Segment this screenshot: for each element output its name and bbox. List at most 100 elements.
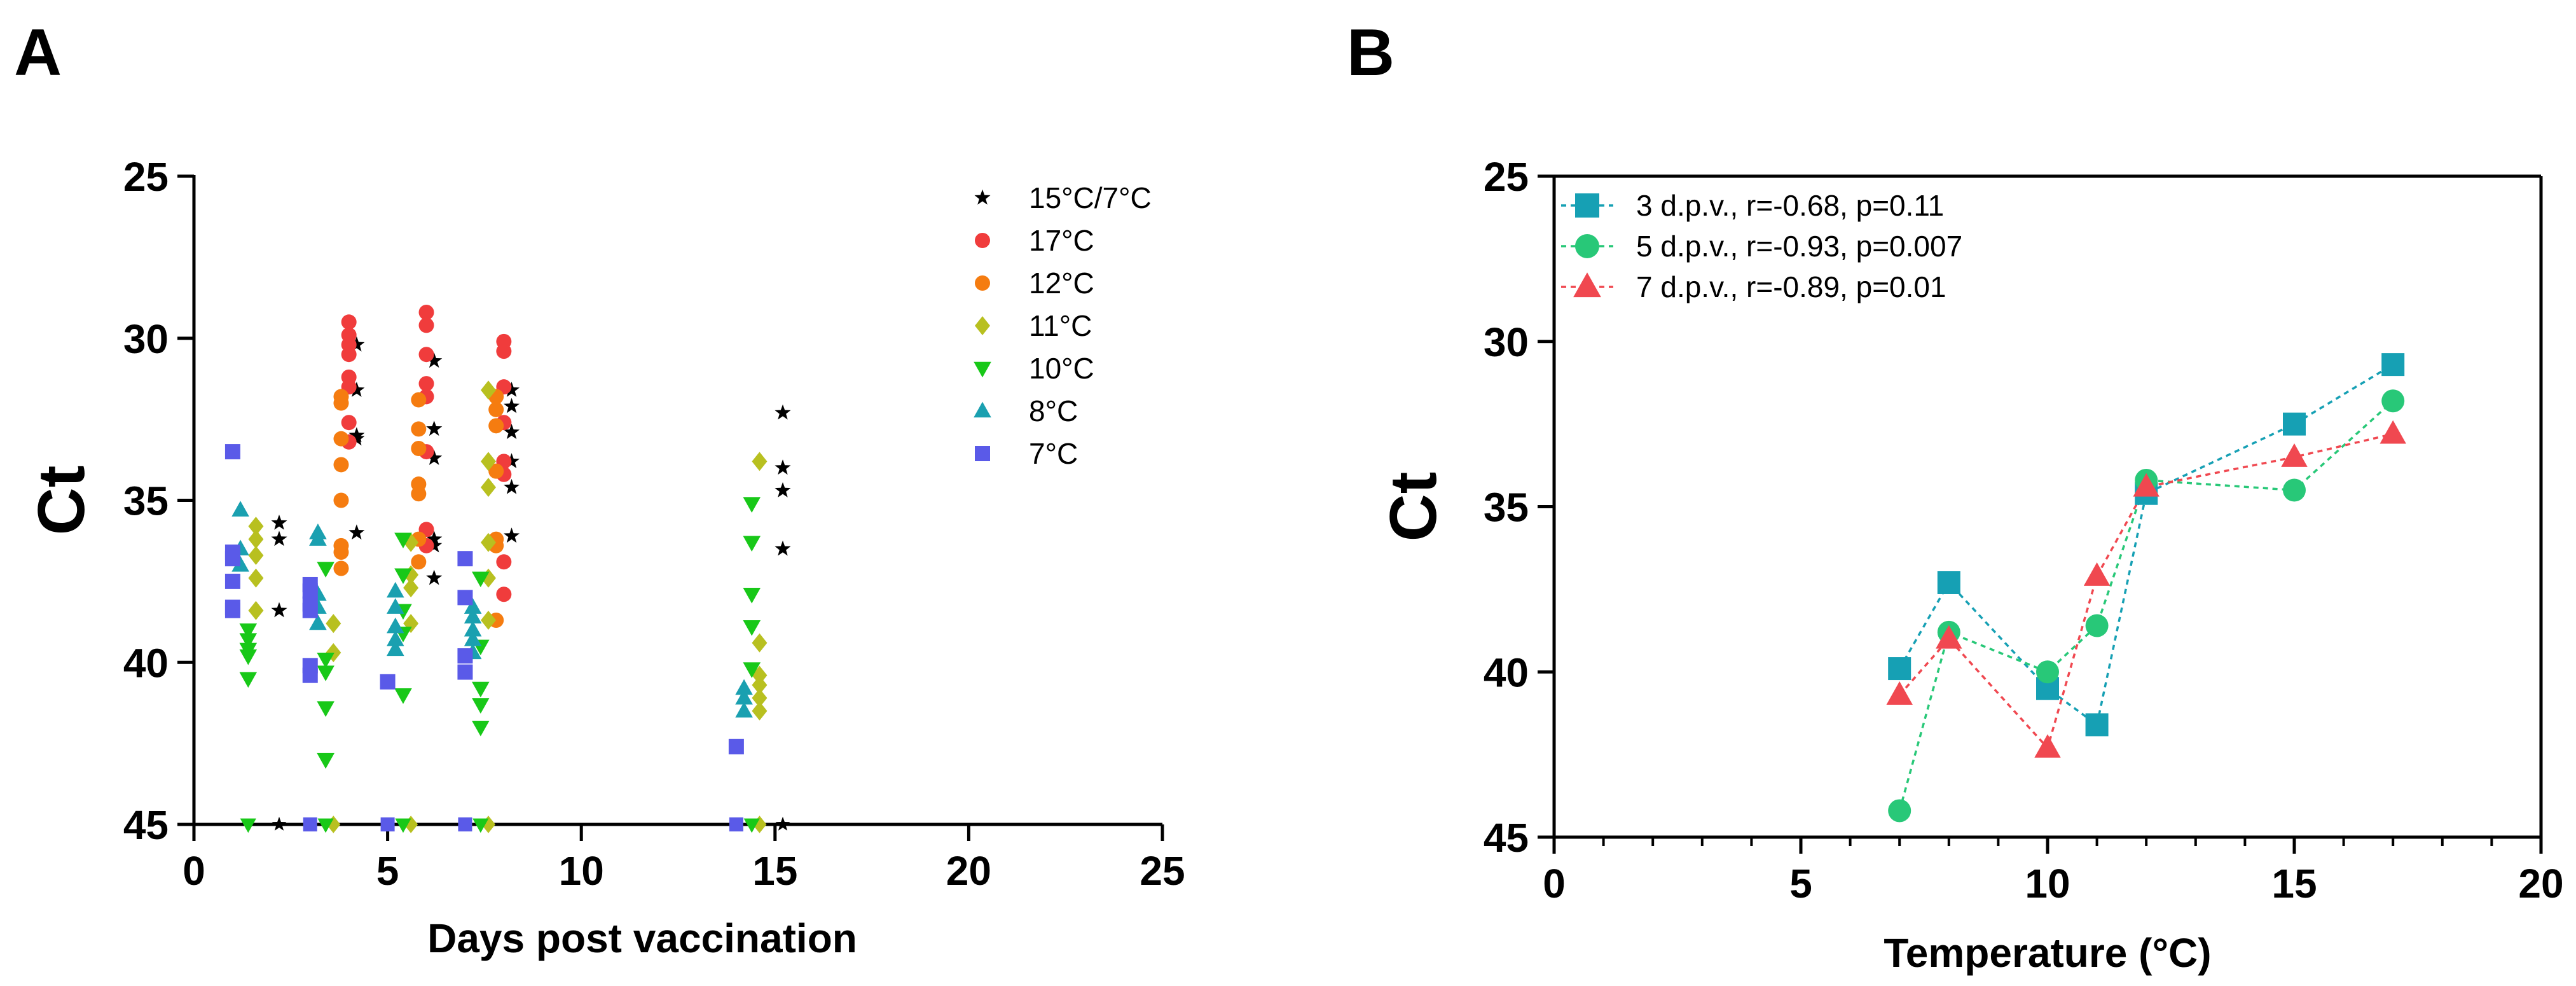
y-tick-label: 45	[1484, 815, 1529, 861]
data-point	[317, 753, 334, 769]
data-point	[464, 630, 482, 646]
data-point	[418, 347, 434, 363]
data-point	[743, 818, 760, 833]
legend-marker	[1575, 193, 1599, 218]
data-point	[752, 701, 768, 721]
data-point	[341, 314, 357, 330]
data-point	[472, 720, 490, 737]
data-point	[457, 590, 473, 606]
data-point	[248, 568, 264, 588]
series-5-d-p-v-r-0-93-p-0-007	[1888, 389, 2405, 823]
x-tick-label: 5	[1789, 861, 1812, 906]
data-point	[317, 562, 334, 578]
y-axis-label: Ct	[25, 466, 99, 536]
data-point	[224, 444, 240, 460]
legend-marker	[975, 233, 990, 248]
data-point	[2083, 562, 2111, 586]
data-point	[2036, 660, 2059, 684]
data-point	[317, 665, 334, 681]
data-point	[775, 540, 791, 556]
data-point	[380, 817, 395, 831]
data-point	[743, 536, 761, 552]
data-point	[224, 573, 240, 589]
series-17-c	[341, 304, 512, 602]
series-line-3-d-p-v-r-0-68-p-0-11	[1898, 363, 2394, 727]
data-point	[426, 537, 443, 553]
x-tick-label: 10	[2025, 861, 2070, 906]
legend-marker	[975, 316, 990, 335]
data-point	[348, 524, 365, 540]
data-point	[743, 620, 761, 636]
data-point	[464, 608, 482, 624]
data-point	[333, 395, 349, 411]
x-axis-label: Days post vaccination	[427, 915, 857, 961]
data-point	[411, 486, 427, 502]
data-point	[239, 623, 258, 639]
data-point	[504, 424, 520, 440]
data-point	[348, 430, 365, 446]
y-tick-label: 25	[123, 154, 169, 200]
data-point	[472, 818, 489, 833]
data-point	[231, 501, 249, 517]
data-point	[271, 515, 287, 530]
legend: 3 d.p.v., r=-0.68, p=0.11 5 d.p.v., r=-0.…	[1561, 189, 1962, 303]
data-point	[2281, 443, 2308, 467]
data-point	[386, 617, 404, 634]
x-tick-label: 15	[752, 848, 797, 894]
data-point	[496, 587, 512, 602]
data-point	[248, 601, 264, 620]
data-point	[496, 554, 512, 570]
data-point	[309, 614, 327, 630]
data-point	[394, 532, 412, 549]
data-point	[1937, 571, 1960, 594]
data-point	[472, 698, 490, 714]
legend-label: 11°C	[1029, 309, 1092, 342]
data-point	[775, 816, 790, 831]
data-point	[2381, 389, 2405, 413]
y-tick-label: 25	[1484, 154, 1529, 200]
data-point	[1888, 799, 1911, 823]
data-point	[464, 620, 482, 637]
data-point	[317, 652, 334, 669]
data-point	[426, 352, 443, 368]
data-point	[488, 463, 504, 479]
legend-marker	[974, 401, 991, 418]
series-11-c	[248, 380, 768, 833]
data-point	[457, 664, 473, 680]
data-point	[504, 453, 520, 468]
data-point	[752, 633, 768, 653]
data-point	[426, 569, 443, 585]
y-tick-label: 40	[123, 640, 169, 686]
data-point	[272, 816, 287, 831]
y-tick-label: 30	[1484, 319, 1529, 365]
data-point	[326, 614, 341, 634]
data-point	[271, 531, 287, 546]
data-point	[488, 401, 504, 417]
x-tick-label: 10	[559, 848, 604, 894]
data-point	[333, 492, 349, 508]
series-8-c	[231, 501, 753, 718]
data-point	[480, 380, 496, 400]
data-point	[480, 532, 496, 552]
data-point	[341, 415, 357, 431]
data-point	[457, 551, 473, 567]
data-point	[231, 556, 249, 572]
data-point	[418, 317, 434, 333]
data-point	[752, 688, 768, 708]
legend-marker	[975, 275, 990, 291]
legend-label: 17°C	[1029, 224, 1094, 257]
legend-marker	[974, 189, 991, 205]
data-point	[302, 602, 318, 618]
panel-label-a: A	[14, 16, 62, 90]
legend-label: 7 d.p.v., r=-0.89, p=0.01	[1636, 270, 1946, 303]
data-point	[240, 818, 256, 833]
series-7-d-p-v-r-0-89-p-0-01	[1886, 420, 2406, 758]
data-point	[348, 382, 365, 397]
legend-label: 7°C	[1029, 437, 1078, 470]
data-point	[411, 440, 427, 456]
series-lines	[1898, 363, 2394, 811]
data-point	[303, 817, 317, 831]
data-point	[480, 611, 496, 630]
x-tick-label: 5	[376, 848, 399, 894]
